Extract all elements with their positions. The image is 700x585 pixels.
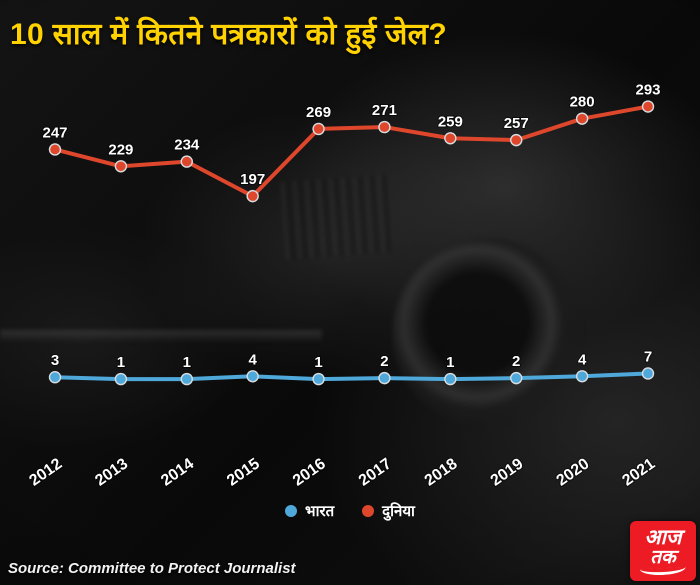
x-axis-label: 2016 (290, 455, 329, 489)
series-line-0 (53, 371, 650, 382)
data-label: 4 (578, 351, 587, 368)
data-point (378, 371, 391, 385)
data-point (444, 372, 457, 386)
data-label: 7 (644, 348, 652, 365)
x-axis-label: 2018 (422, 455, 461, 489)
data-label: 1 (314, 354, 322, 371)
data-point (378, 120, 391, 134)
data-point (510, 371, 523, 385)
x-axis-label: 2019 (488, 455, 527, 489)
data-point (312, 122, 325, 136)
x-axis-label: 2017 (356, 455, 395, 489)
x-axis-label: 2013 (92, 455, 131, 489)
x-axis-label: 2020 (553, 455, 592, 489)
legend-dot-india-icon (285, 505, 298, 517)
data-label: 234 (174, 137, 200, 154)
data-label: 257 (504, 115, 529, 132)
data-point (575, 370, 589, 383)
x-axis-label: 2015 (224, 455, 263, 489)
data-point (510, 133, 523, 147)
source-credit: Source: Committee to Protect Journalist (8, 560, 296, 577)
data-point (246, 370, 259, 383)
legend-item-world: दुनिया (362, 501, 415, 521)
data-label: 280 (570, 94, 595, 111)
data-label: 1 (183, 354, 191, 371)
x-axis-label: 2012 (26, 455, 65, 489)
data-label: 247 (42, 124, 67, 141)
data-point (575, 112, 589, 125)
data-point (444, 132, 457, 145)
data-label: 2 (512, 353, 520, 370)
aajtak-logo: आज तक (630, 521, 696, 581)
data-point (48, 143, 62, 156)
x-axis-label: 2014 (158, 455, 197, 489)
x-axis-label: 2021 (619, 455, 658, 489)
logo-swoosh-icon (639, 567, 687, 577)
data-label: 1 (446, 354, 454, 371)
series-line-1 (53, 104, 650, 199)
data-point (114, 372, 128, 386)
legend-item-india: भारत (285, 501, 334, 521)
data-label: 3 (51, 352, 59, 369)
data-point (48, 371, 62, 384)
data-label: 4 (248, 351, 257, 368)
logo-text-line2: तक (650, 547, 676, 569)
page-title: 10 साल में कितने पत्रकारों को हुई जेल? (10, 18, 447, 51)
legend-label-india: भारत (305, 503, 335, 520)
data-point (641, 367, 655, 380)
data-label: 269 (306, 104, 331, 121)
data-point (180, 155, 193, 168)
data-label: 259 (438, 113, 463, 130)
data-point (246, 189, 259, 203)
data-point (312, 372, 325, 386)
data-label: 293 (635, 82, 660, 99)
data-label: 1 (117, 354, 125, 371)
legend-dot-world-icon (362, 505, 375, 517)
data-point (641, 100, 655, 113)
data-label: 229 (108, 141, 133, 158)
data-label: 197 (240, 171, 265, 188)
data-label: 2 (380, 353, 388, 370)
data-label: 271 (372, 102, 397, 119)
chart-legend: भारत दुनिया (0, 501, 700, 521)
logo-text-line1: आज (644, 525, 682, 549)
data-point (114, 160, 128, 173)
data-point (180, 372, 193, 386)
legend-label-world: दुनिया (382, 503, 415, 520)
